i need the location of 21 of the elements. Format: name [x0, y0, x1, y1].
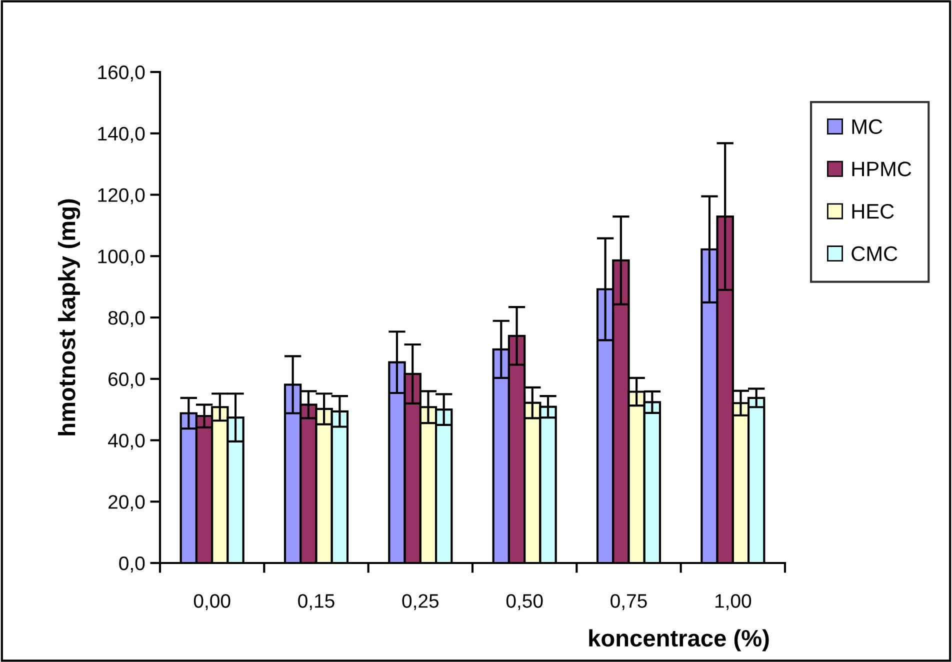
x-tick-label: 0,15	[298, 594, 334, 610]
y-tick-label: 120,0	[98, 188, 145, 204]
y-tick-label: 80,0	[108, 310, 145, 328]
x-tick-label: 1,00	[715, 594, 752, 610]
legend-label: HPMC	[852, 162, 912, 176]
x-tick-label: 0,50	[506, 594, 543, 610]
y-axis-title: hmotnost kapky (mg)	[58, 199, 80, 436]
x-tick-label: 0,25	[402, 594, 439, 610]
legend-label: HEC	[852, 204, 894, 219]
legend-label: MC	[852, 119, 882, 134]
y-tick-label: 60,0	[108, 372, 145, 388]
y-tick-label: 160,0	[98, 65, 145, 82]
x-tick-label: 0,75	[610, 594, 647, 610]
y-tick-label: 0,0	[119, 556, 145, 573]
y-tick-label: 100,0	[98, 250, 145, 266]
x-tick-label: 0,00	[194, 594, 230, 610]
y-tick-label: 20,0	[108, 495, 145, 512]
y-tick-label: 40,0	[108, 434, 145, 450]
x-axis-title: koncentrace (%)	[589, 629, 769, 652]
y-tick-label: 140,0	[98, 126, 145, 143]
legend-label: CMC	[852, 246, 898, 262]
